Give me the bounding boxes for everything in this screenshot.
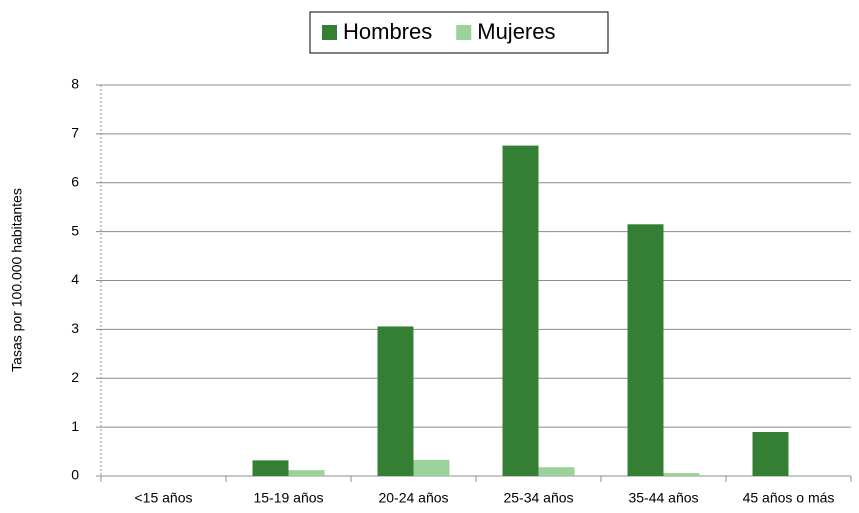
bar xyxy=(752,432,789,476)
bar xyxy=(252,460,289,476)
x-tick-label: 20-24 años xyxy=(378,490,448,506)
legend-swatch xyxy=(456,25,472,40)
y-tick-label: 2 xyxy=(71,369,79,385)
y-tick-label: 6 xyxy=(71,173,79,189)
x-tick-label: 35-44 años xyxy=(628,490,698,506)
bar xyxy=(502,145,539,477)
y-tick-label: 8 xyxy=(71,76,79,92)
legend-label: Hombres xyxy=(343,19,432,44)
x-tick-label: 45 años o más xyxy=(743,490,835,506)
y-tick-label: 7 xyxy=(71,125,79,141)
y-tick-label: 3 xyxy=(71,320,79,336)
x-tick-label: 15-19 años xyxy=(253,490,323,506)
x-tick-label: 25-34 años xyxy=(503,490,573,506)
x-tick-label: <15 años xyxy=(135,490,193,506)
legend-swatch xyxy=(322,25,337,40)
legend-label: Mujeres xyxy=(477,19,555,44)
bar xyxy=(663,473,700,476)
y-tick-label: 1 xyxy=(71,418,79,434)
bar xyxy=(538,467,575,476)
y-axis-label: Tasas por 100.000 habitantes xyxy=(9,188,25,372)
y-tick-label: 0 xyxy=(71,467,79,483)
bar xyxy=(413,459,450,476)
y-tick-label: 4 xyxy=(71,271,79,287)
bar xyxy=(627,224,664,476)
y-tick-label: 5 xyxy=(71,222,79,238)
bar xyxy=(377,326,414,476)
bar xyxy=(288,470,325,476)
